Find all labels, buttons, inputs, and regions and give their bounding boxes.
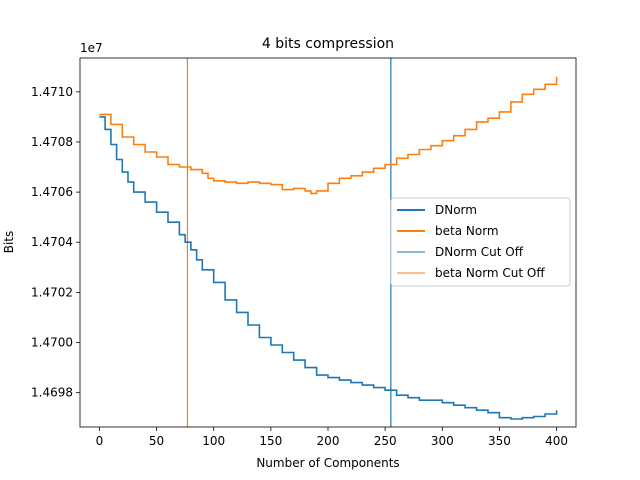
y-tick-label-5: 1.4708 bbox=[31, 135, 73, 149]
y-tick-label-4: 1.4706 bbox=[31, 185, 73, 199]
series-line-0 bbox=[99, 116, 558, 420]
x-tick-label-1: 50 bbox=[149, 434, 164, 448]
legend: DNorm beta Norm DNorm Cut Off beta Norm Cut… bbox=[390, 197, 571, 287]
series-lines bbox=[99, 76, 558, 420]
legend-label-0: DNorm bbox=[435, 203, 477, 217]
y-ticks: 1.4698 1.4700 1.4702 1.4704 1.4706 1.4708 1.47… bbox=[31, 85, 80, 400]
legend-label-3: beta Norm Cut Off bbox=[435, 266, 545, 280]
y-axis-label: Bits bbox=[2, 231, 16, 254]
y-tick-label-3: 1.4704 bbox=[31, 235, 73, 249]
x-tick-label-6: 300 bbox=[431, 434, 454, 448]
x-tick-label-7: 350 bbox=[488, 434, 511, 448]
x-tick-label-4: 200 bbox=[317, 434, 340, 448]
y-tick-label-0: 1.4698 bbox=[31, 386, 73, 400]
x-tick-label-2: 100 bbox=[202, 434, 225, 448]
y-offset-label: 1e7 bbox=[80, 41, 103, 55]
x-tick-label-3: 150 bbox=[259, 434, 282, 448]
x-axis-label: Number of Components bbox=[256, 456, 399, 470]
x-ticks: 0 50 100 150 200 250 300 350 400 bbox=[96, 427, 568, 448]
x-tick-label-0: 0 bbox=[96, 434, 104, 448]
legend-box bbox=[390, 197, 571, 287]
legend-label-1: beta Norm bbox=[435, 224, 499, 238]
y-tick-label-2: 1.4702 bbox=[31, 285, 73, 299]
y-tick-label-1: 1.4700 bbox=[31, 336, 73, 350]
chart-title: 4 bits compression bbox=[262, 36, 394, 52]
series-line-1 bbox=[99, 76, 558, 195]
x-tick-label-8: 400 bbox=[545, 434, 568, 448]
x-tick-label-5: 250 bbox=[374, 434, 397, 448]
legend-label-2: DNorm Cut Off bbox=[435, 245, 524, 259]
y-tick-label-6: 1.4710 bbox=[31, 85, 73, 99]
